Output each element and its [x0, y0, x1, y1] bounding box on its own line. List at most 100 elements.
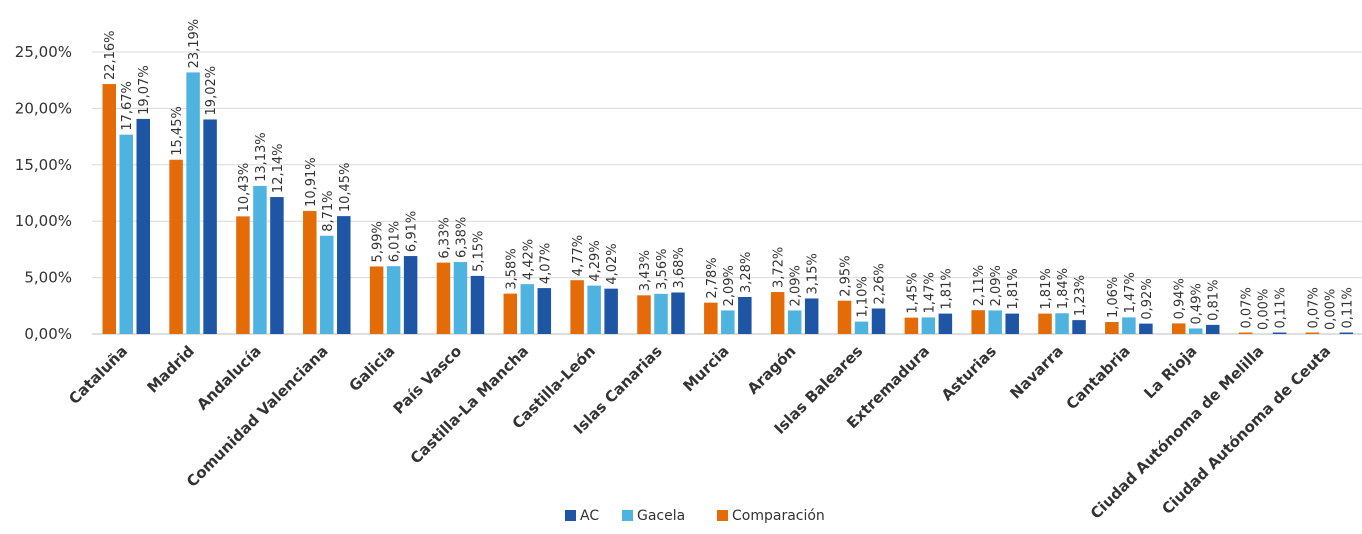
bar-gacela — [186, 72, 200, 334]
data-label: 0,00% — [1257, 289, 1272, 330]
x-tick-label: Cantabria — [1063, 342, 1134, 413]
x-tick-label: Madrid — [143, 342, 197, 396]
data-label: 6,01% — [388, 221, 403, 262]
bar-ac — [1272, 332, 1287, 334]
data-label: 0,07% — [1306, 287, 1321, 328]
data-label: 3,58% — [504, 248, 519, 289]
data-label: 15,45% — [170, 106, 185, 156]
bar-comparación — [102, 84, 116, 334]
bar-ac — [537, 288, 552, 334]
bar-comparación — [1105, 322, 1119, 334]
bar-ac — [938, 313, 953, 334]
data-label: 10,45% — [338, 163, 353, 213]
legend-label: AC — [580, 508, 599, 524]
data-label: 0,49% — [1190, 283, 1205, 324]
y-tick-label: 0,00% — [24, 325, 72, 343]
bars — [102, 72, 1354, 334]
data-label: 6,91% — [405, 211, 420, 252]
bar-ac — [738, 297, 752, 334]
bar-gacela — [386, 266, 401, 334]
x-tick-label: Navarra — [1006, 342, 1066, 402]
data-label: 1,45% — [905, 272, 920, 313]
data-label: 4,07% — [538, 243, 553, 284]
data-label: 2,09% — [789, 265, 804, 306]
data-label: 2,26% — [873, 263, 888, 304]
data-label: 3,72% — [772, 247, 787, 288]
data-label: 1,47% — [1123, 272, 1138, 313]
y-axis-tick-labels: 0,00% 5,00% 10,00% 15,00% 20,00% 25,00% — [15, 43, 72, 343]
bar-comparación — [303, 210, 317, 334]
bar-ac — [1005, 313, 1019, 334]
data-label: 5,15% — [471, 231, 486, 272]
data-label: 8,71% — [321, 190, 336, 231]
bar-ac — [871, 308, 886, 334]
data-label: 10,91% — [304, 157, 319, 207]
data-label: 1,23% — [1073, 275, 1088, 316]
legend-swatch — [622, 510, 633, 521]
data-label: 22,16% — [103, 30, 118, 80]
y-tick-label: 10,00% — [15, 212, 72, 230]
legend-swatch — [717, 510, 728, 521]
bar-gacela — [921, 317, 936, 334]
bar-gacela — [1122, 317, 1136, 334]
bar-comparación — [1305, 332, 1320, 334]
data-label: 23,19% — [187, 19, 202, 69]
data-label: 12,14% — [271, 143, 286, 193]
data-label: 2,11% — [972, 265, 987, 306]
bar-gacela — [520, 284, 535, 334]
data-label: 13,13% — [254, 132, 269, 182]
bar-comparación — [503, 293, 518, 334]
bar-ac — [1139, 323, 1153, 334]
y-tick-label: 15,00% — [15, 156, 72, 174]
data-label: 3,15% — [806, 253, 821, 294]
data-label: 0,94% — [1173, 278, 1188, 319]
bar-comparación — [904, 317, 919, 334]
x-tick-label: Asturias — [938, 342, 1000, 404]
bar-ac — [470, 275, 485, 334]
data-label: 2,78% — [705, 257, 720, 298]
data-label: 2,95% — [839, 255, 854, 296]
data-label: 4,29% — [588, 240, 603, 281]
bar-gacela — [119, 134, 133, 334]
data-label: 4,42% — [521, 239, 536, 280]
y-tick-label: 5,00% — [24, 269, 72, 287]
data-label: 19,07% — [137, 65, 152, 115]
data-labels: 22,16%17,67% 19,07% 15,45% 23,19%19,02% 10,4… — [103, 19, 1355, 330]
bar-comparación — [436, 262, 451, 334]
x-tick-label: Aragón — [744, 342, 800, 398]
bar-comparación — [169, 159, 183, 334]
bar-comparación — [1171, 323, 1186, 334]
bar-gacela — [587, 285, 601, 334]
bar-ac — [136, 118, 150, 334]
bar-comparación — [770, 292, 785, 334]
data-label: 0,07% — [1240, 287, 1255, 328]
y-tick-label: 20,00% — [15, 99, 72, 117]
bar-gacela — [854, 321, 869, 334]
data-label: 0,92% — [1140, 278, 1155, 319]
legend-label: Comparación — [732, 508, 825, 524]
bar-ac — [403, 256, 418, 334]
x-tick-label: Andalucía — [193, 342, 265, 414]
data-label: 17,67% — [120, 81, 135, 131]
x-tick-label: Murcia — [680, 342, 733, 395]
data-label: 3,56% — [655, 249, 670, 290]
legend: AC Gacela Comparación — [565, 508, 825, 524]
data-label: 3,68% — [672, 247, 687, 288]
bar-comparación — [1038, 313, 1052, 334]
bar-gacela — [787, 310, 802, 334]
bar-ac — [604, 288, 618, 334]
bar-gacela — [453, 262, 468, 334]
data-label: 1,10% — [856, 276, 871, 317]
y-tick-label: 25,00% — [15, 43, 72, 61]
bar-comparación — [837, 300, 852, 334]
bar-gacela — [654, 293, 668, 334]
data-label: 1,81% — [1006, 268, 1021, 309]
data-label: 3,43% — [638, 250, 653, 291]
legend-swatch — [565, 510, 576, 521]
data-label: 0,11% — [1340, 287, 1355, 328]
bar-gacela — [1055, 313, 1069, 334]
x-tick-label: La Rioja — [1140, 342, 1200, 402]
data-label: 3,28% — [739, 252, 754, 293]
bar-gacela — [253, 185, 267, 334]
